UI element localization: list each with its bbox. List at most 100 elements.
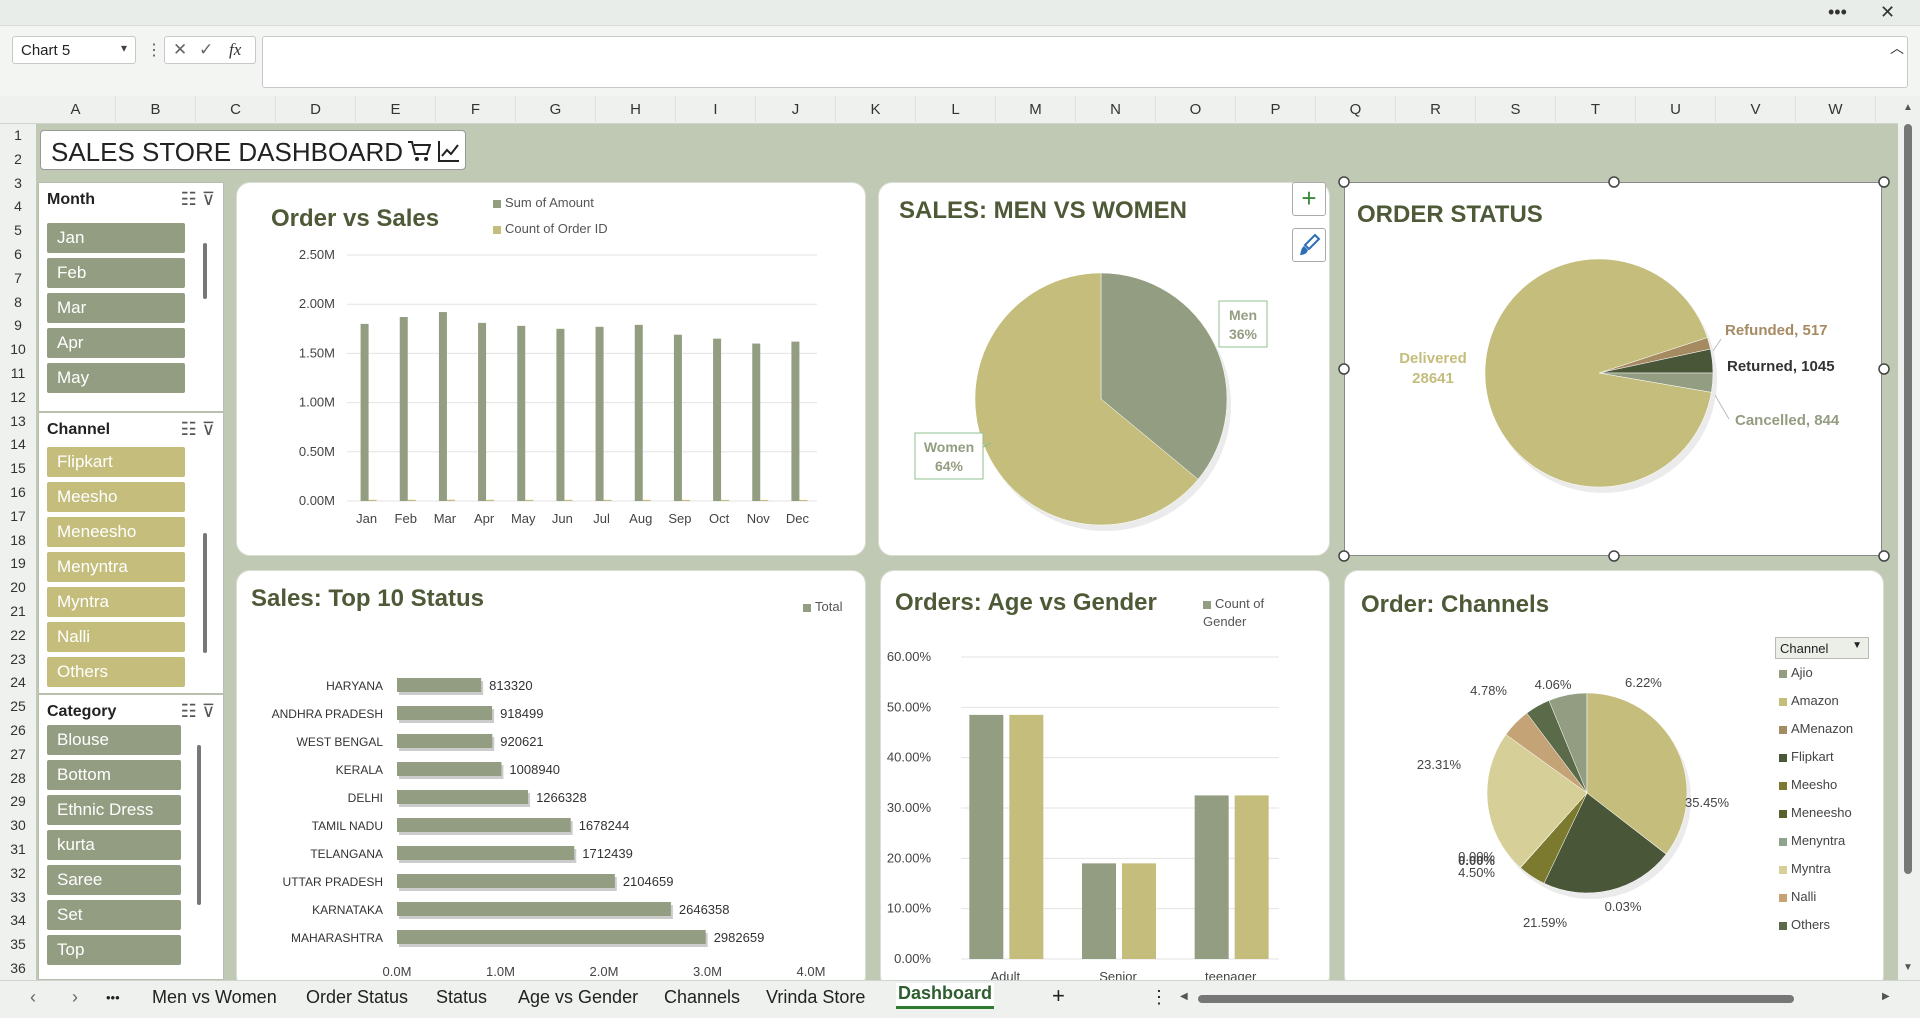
row-header[interactable]: 11 [10,365,26,381]
column-header[interactable]: H [596,96,676,124]
row-header[interactable]: 10 [10,341,26,358]
slicer-item[interactable]: Bottom [47,760,181,790]
column-header[interactable]: C [196,96,276,124]
chart-elements-button[interactable]: + [1292,182,1326,216]
check-icon[interactable]: ✓ [199,40,214,59]
row-header[interactable]: 21 [10,603,26,619]
row-header[interactable]: 6 [14,246,22,262]
slicer-item[interactable]: Flipkart [47,447,185,477]
scroll-up-icon[interactable]: ▲ [1903,102,1913,113]
scroll-left-icon[interactable]: ◀ [1180,991,1188,1002]
slicer-item[interactable]: Meesho [47,482,185,512]
column-header[interactable]: V [1716,96,1796,124]
add-sheet-button[interactable]: + [1052,983,1065,1008]
row-header[interactable]: 33 [10,888,26,905]
slicer-item[interactable]: Blouse [47,725,181,755]
more-vertical-icon[interactable]: ⋮ [1150,987,1168,1007]
row-header[interactable]: 18 [10,531,26,548]
more-horizontal-icon[interactable]: ••• [1828,2,1847,22]
slicer-item[interactable]: Set [47,900,181,930]
sheet-tab-active[interactable]: Dashboard [896,983,995,1009]
more-vertical-icon[interactable]: ⋮ [146,42,162,59]
slicer-scrollbar[interactable] [197,745,201,905]
sheet-tab[interactable]: Status [436,987,488,1007]
chart-styles-button[interactable] [1292,228,1326,262]
row-header[interactable]: 34 [10,912,26,929]
order-status-card[interactable]: ORDER STATUS Delivered 28641 Refunded, 517… [1344,182,1882,556]
horizontal-scrollbar[interactable]: ◀ ▶ [1178,989,1898,1009]
row-header[interactable]: 17 [10,507,26,524]
row-header[interactable]: 25 [10,698,26,715]
row-header[interactable]: 3 [14,174,22,191]
sheet-tab[interactable]: Vrinda Store [766,987,866,1007]
slicer-item[interactable]: Ethnic Dress [47,795,181,825]
row-header[interactable]: 26 [10,722,26,738]
vertical-scrollbar[interactable]: ▲ ▼ [1898,96,1920,980]
scrollbar-thumb[interactable] [1904,124,1912,874]
column-header[interactable]: O [1156,96,1236,124]
row-header[interactable]: 8 [14,293,22,310]
column-header[interactable]: L [916,96,996,124]
sheet-tab[interactable]: Order Status [306,987,409,1007]
slicer-item[interactable]: Saree [47,865,181,895]
column-header[interactable]: I [676,96,756,124]
row-header[interactable]: 32 [10,864,26,881]
top10-states-card[interactable]: Sales: Top 10 Status Total HARYANA 813320… [236,570,866,980]
row-header[interactable]: 16 [10,484,26,500]
close-icon[interactable]: ✕ [1880,2,1896,22]
sheet-tab[interactable]: Age vs Gender [518,987,639,1007]
row-header[interactable]: 31 [10,841,26,857]
scrollbar-thumb[interactable] [1198,995,1794,1003]
slicer-item[interactable]: Jan [47,223,185,253]
column-header[interactable]: M [996,96,1076,124]
row-header[interactable]: 4 [14,198,22,215]
row-header[interactable]: 7 [14,269,22,286]
column-header[interactable]: D [276,96,356,124]
chevron-down-icon[interactable]: ▾ [120,41,127,55]
slicer-item[interactable]: Myntra [47,587,185,617]
slicer-scrollbar[interactable] [203,533,207,653]
slicer-item[interactable]: Others [47,657,185,687]
row-header[interactable]: 22 [10,626,26,643]
column-header[interactable]: A [36,96,116,124]
slicer-scrollbar[interactable] [203,243,207,299]
column-header[interactable]: B [116,96,196,124]
more-sheets-icon[interactable]: ••• [106,990,120,1005]
row-header[interactable]: 28 [10,769,26,786]
multi-select-icon[interactable]: ☷ [180,701,197,721]
row-header[interactable]: 13 [10,412,26,429]
clear-filter-icon[interactable]: ⊽ [201,701,215,721]
slicer-item[interactable]: kurta [47,830,181,860]
prev-sheet-icon[interactable]: ‹ [30,987,36,1007]
age-vs-gender-card[interactable]: Orders: Age vs Gender Count of Gender 0.… [880,570,1330,980]
row-header[interactable]: 5 [14,222,22,239]
clear-filter-icon[interactable]: ⊽ [201,189,215,209]
column-header[interactable]: U [1636,96,1716,124]
next-sheet-icon[interactable]: › [72,987,78,1007]
scroll-right-icon[interactable]: ▶ [1882,991,1890,1002]
column-header[interactable]: F [436,96,516,124]
row-header[interactable]: 29 [10,793,26,810]
multi-select-icon[interactable]: ☷ [180,419,197,439]
row-header[interactable]: 36 [10,960,26,976]
row-header[interactable]: 12 [10,388,26,405]
channels-card[interactable]: Order: Channels Channel ▼ Ajio Amazon AMen… [1344,570,1884,980]
collapse-formula-icon[interactable]: ︿ [1890,40,1904,56]
row-header[interactable]: 2 [14,150,22,167]
sheet-tab[interactable]: Channels [664,987,741,1007]
column-header[interactable]: P [1236,96,1316,124]
fx-icon[interactable]: fx [229,40,242,59]
row-header[interactable]: 30 [10,817,26,834]
slicer-item[interactable]: Mar [47,293,185,323]
cancel-icon[interactable]: ✕ [173,40,188,59]
slicer-item[interactable]: Meneesho [47,517,185,547]
row-header[interactable]: 23 [10,650,26,667]
row-header[interactable]: 14 [10,436,26,453]
row-header[interactable]: 27 [10,745,26,762]
men-vs-women-card[interactable]: SALES: MEN VS WOMEN Men 36% Women 64% [878,182,1330,556]
slicer-item[interactable]: Top [47,935,181,965]
order-vs-sales-card[interactable]: Order vs Sales Sum of Amount Count of Or… [236,182,866,556]
row-header[interactable]: 20 [10,579,26,596]
scroll-down-icon[interactable]: ▼ [1903,962,1913,973]
slicer-item[interactable]: Apr [47,328,185,358]
